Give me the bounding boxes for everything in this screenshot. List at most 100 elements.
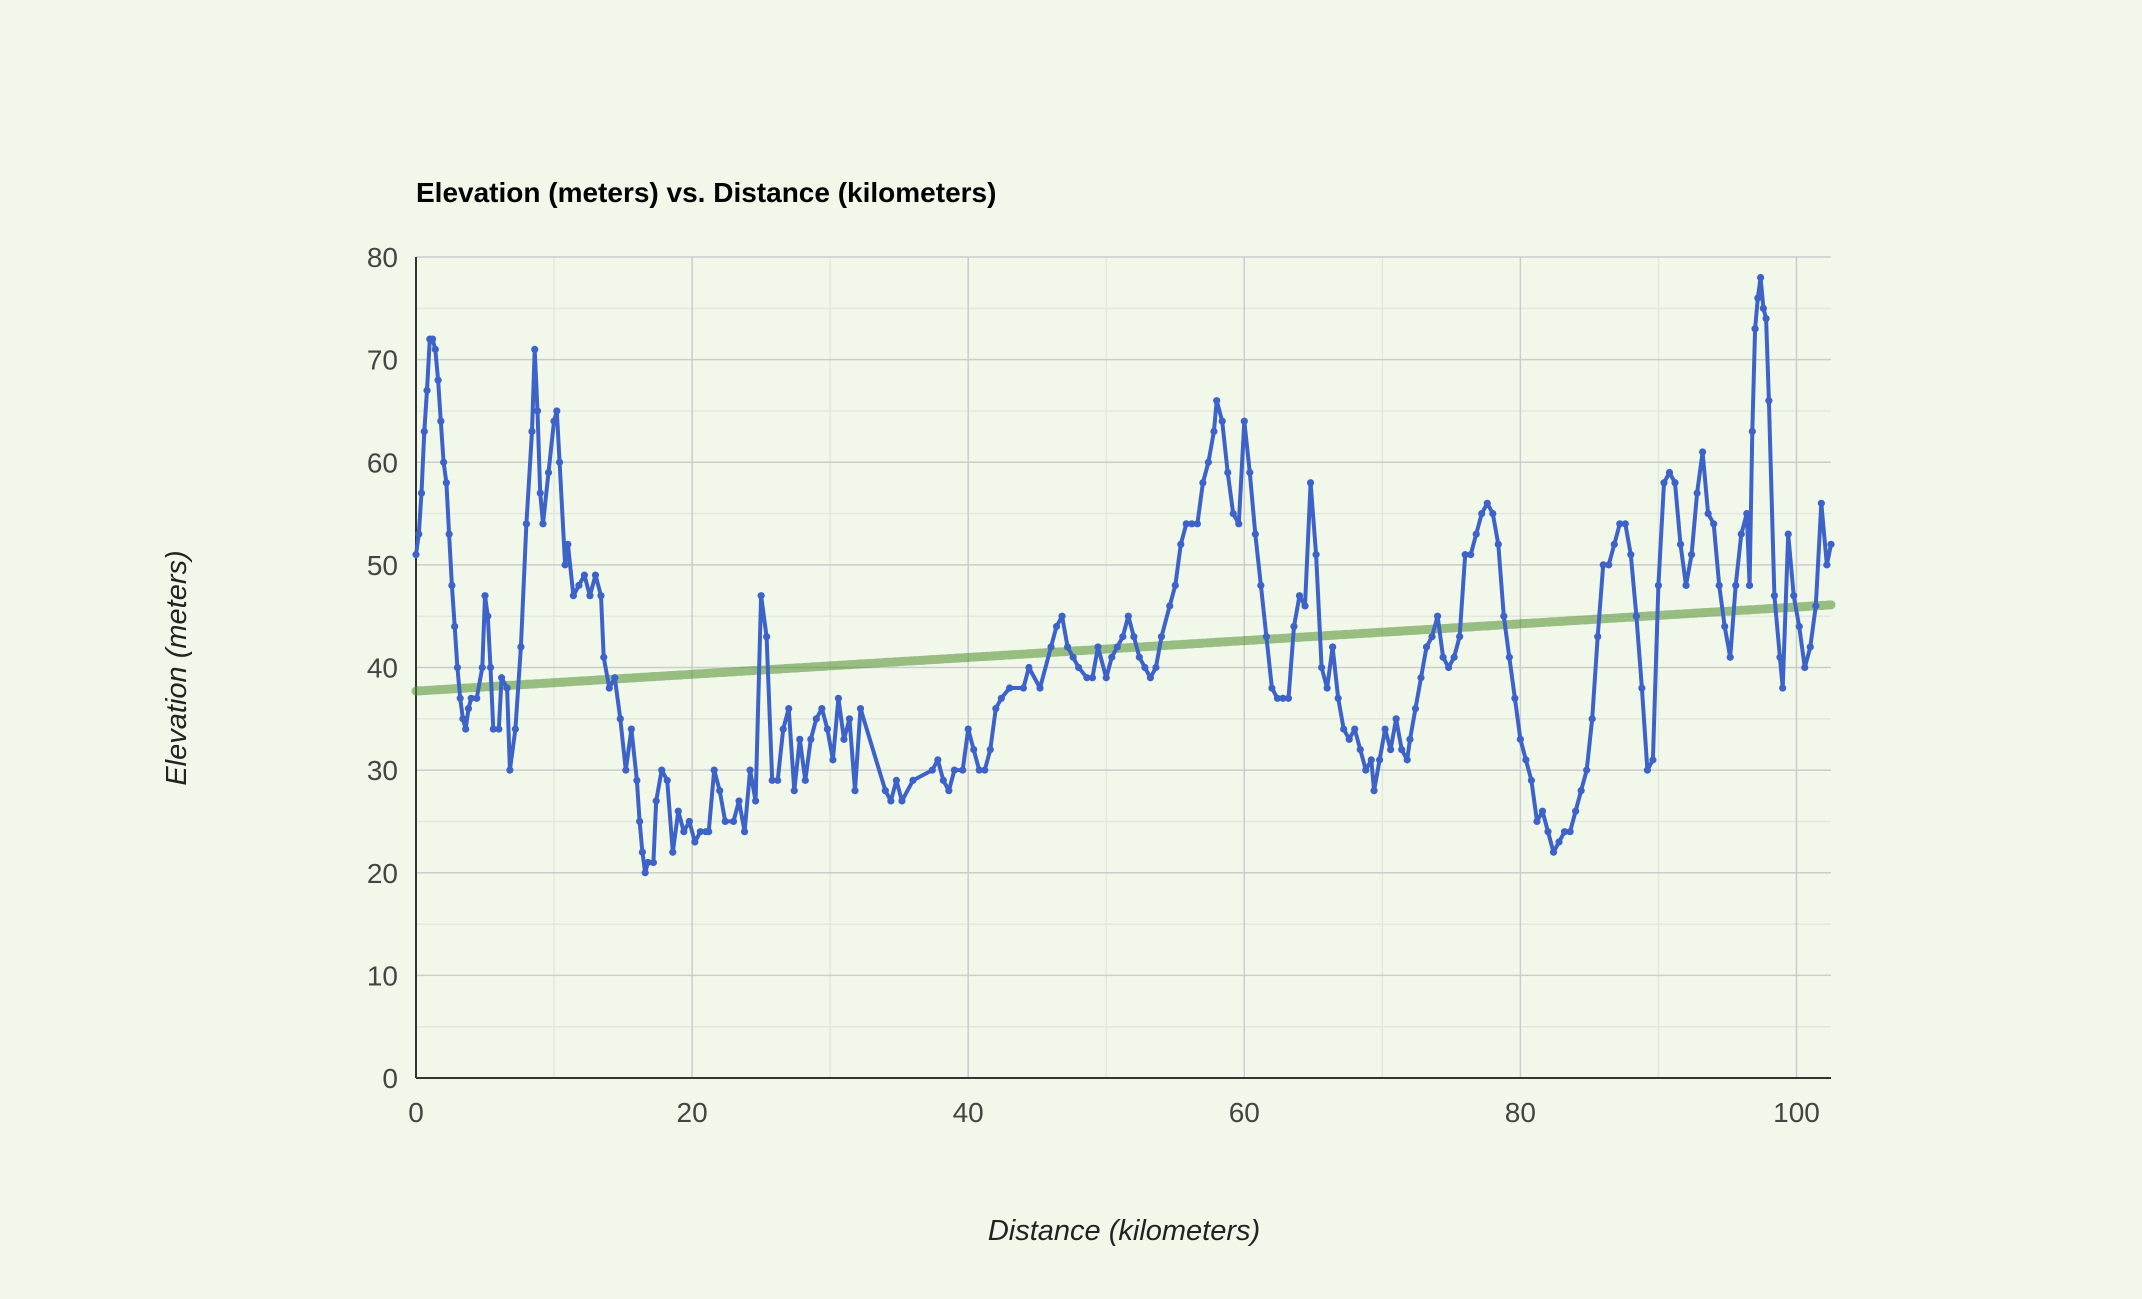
series-line: [414, 275, 1833, 875]
data-point: [1204, 458, 1212, 466]
data-point: [1522, 756, 1530, 764]
data-point: [898, 797, 906, 805]
data-point: [790, 787, 798, 795]
y-tick-label: 80: [367, 242, 398, 273]
data-point: [553, 407, 561, 415]
data-point: [1795, 622, 1803, 631]
data-point: [1715, 581, 1723, 590]
data-point: [812, 715, 820, 723]
data-point: [669, 848, 677, 856]
data-point: [1403, 756, 1411, 764]
data-point: [807, 735, 815, 743]
data-point: [1318, 663, 1326, 672]
data-point: [768, 776, 776, 784]
data-point: [1483, 499, 1491, 507]
data-point: [1726, 653, 1734, 661]
data-point: [423, 386, 431, 395]
data-point: [746, 766, 754, 774]
data-point: [721, 817, 729, 826]
data-point: [1743, 509, 1751, 518]
data-point: [1544, 828, 1552, 836]
data-point: [1527, 776, 1536, 784]
data-point: [1182, 520, 1190, 528]
data-point: [1166, 602, 1174, 610]
data-point: [851, 787, 859, 795]
major-gridlines: [416, 256, 1831, 1078]
data-point: [486, 663, 495, 672]
data-point: [1146, 674, 1155, 682]
data-point: [1362, 766, 1370, 774]
y-tick-label: 70: [367, 345, 398, 376]
data-point: [1756, 273, 1765, 282]
data-point: [431, 345, 439, 353]
data-point: [1171, 581, 1179, 590]
data-point: [1102, 674, 1110, 682]
data-point: [1823, 561, 1831, 569]
data-point: [887, 797, 895, 805]
data-point: [981, 766, 989, 774]
data-point: [1345, 735, 1353, 743]
data-point: [1240, 417, 1248, 425]
data-point: [1351, 725, 1359, 733]
data-point: [1676, 540, 1685, 548]
data-point: [1141, 663, 1149, 672]
data-point: [462, 725, 470, 733]
data-point: [1398, 746, 1406, 754]
data-point: [964, 725, 972, 733]
data-point: [881, 787, 889, 795]
data-point: [1450, 653, 1458, 661]
data-point: [1334, 694, 1342, 702]
data-point: [636, 817, 644, 826]
data-point: [1682, 581, 1690, 590]
x-tick-label: 80: [1505, 1097, 1536, 1128]
x-tick-label: 40: [953, 1097, 984, 1128]
data-point: [752, 797, 760, 805]
data-point: [440, 458, 448, 466]
data-point: [1721, 622, 1729, 631]
data-point: [1439, 653, 1447, 661]
data-point: [1428, 633, 1436, 641]
data-point: [801, 776, 809, 784]
data-point: [641, 869, 649, 877]
data-point: [1588, 715, 1596, 723]
data-point: [417, 489, 426, 497]
elevation-series: [412, 273, 1835, 877]
data-point: [412, 551, 420, 559]
data-point: [691, 838, 699, 846]
data-point: [680, 828, 688, 836]
data-point: [1776, 653, 1784, 661]
data-point: [1417, 674, 1425, 682]
data-point: [451, 622, 459, 631]
data-point: [459, 715, 467, 723]
data-point: [437, 417, 445, 425]
data-point: [445, 530, 453, 538]
data-point: [1119, 633, 1127, 641]
data-point: [1812, 602, 1820, 610]
data-point: [1732, 581, 1740, 590]
data-point: [489, 725, 497, 733]
data-point: [561, 561, 569, 569]
data-point: [1748, 427, 1756, 436]
data-point: [685, 817, 693, 826]
data-point: [997, 694, 1005, 702]
data-point: [434, 376, 442, 384]
data-point: [796, 735, 804, 743]
data-point: [497, 674, 506, 682]
data-point: [934, 756, 942, 764]
data-point: [1555, 838, 1563, 846]
data-point: [1392, 715, 1400, 723]
data-point: [1445, 663, 1453, 672]
data-point: [1751, 325, 1759, 333]
data-point: [575, 581, 583, 590]
data-point: [1456, 633, 1464, 641]
data-point: [1643, 766, 1651, 774]
data-point: [823, 725, 831, 733]
data-point: [986, 746, 994, 754]
data-point: [1549, 848, 1558, 856]
data-point: [1284, 694, 1293, 702]
data-point: [1801, 663, 1809, 672]
data-point: [1671, 479, 1679, 487]
data-point: [658, 766, 666, 774]
data-point: [1572, 807, 1580, 815]
data-point: [856, 704, 865, 713]
